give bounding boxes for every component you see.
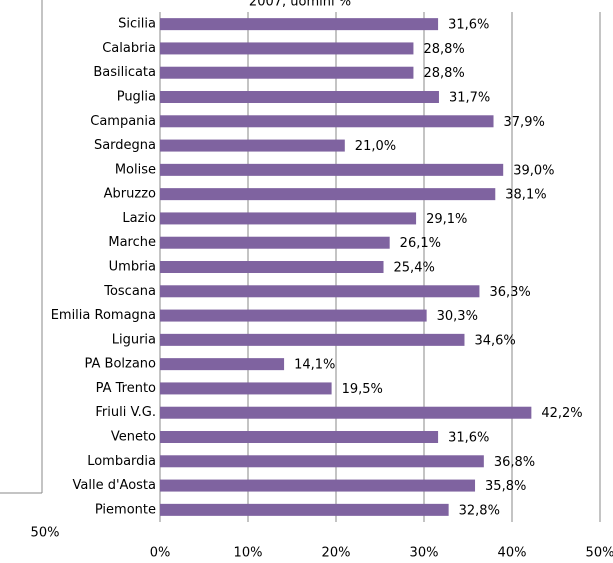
data-label: 19,5% [342,382,383,397]
bar [160,139,345,152]
y-tick-label: Basilicata [93,65,156,80]
bar [160,382,332,395]
y-tick-label: Veneto [111,430,156,445]
data-label: 39,0% [513,163,554,178]
data-label: 42,2% [541,406,582,421]
data-label: 14,1% [294,358,335,373]
y-tick-label: Piemonte [95,502,156,517]
y-tick-label: Liguria [112,332,156,347]
bar [160,236,390,249]
y-tick-label: Lazio [122,211,156,226]
data-label: 31,6% [448,18,489,33]
x-tick-label: 10% [234,546,263,561]
bar [160,66,414,79]
bar [160,115,494,128]
data-label: 28,8% [423,42,464,57]
y-tick-label: Lombardia [87,454,156,469]
bar [160,406,532,419]
data-label: 36,8% [494,455,535,470]
data-label: 28,8% [423,66,464,81]
x-tick-label: 50% [586,546,613,561]
x-tick-label: 0% [150,546,171,561]
data-label: 25,4% [394,261,435,276]
bar [160,285,480,298]
bar [160,42,414,55]
chart-title: 2007, uomini % [249,0,351,10]
bar [160,212,417,225]
bar [160,261,384,273]
bar [160,333,465,346]
y-tick-label: Puglia [117,90,156,105]
data-label: 30,3% [437,309,478,324]
y-tick-label: Friuli V.G. [95,405,156,420]
bar [160,431,439,443]
y-tick-label: Molise [115,162,156,177]
data-label: 29,1% [426,212,467,227]
data-label: 37,9% [504,115,545,130]
y-tick-label: Campania [90,114,156,129]
data-label: 31,6% [448,431,489,446]
bar [160,309,427,322]
data-label: 32,8% [459,503,500,518]
y-tick-label: Sardegna [94,138,156,153]
y-tick-label: Sicilia [118,17,156,32]
data-label: 35,8% [485,479,526,494]
y-tick-label: Toscana [103,284,156,299]
data-label: 34,6% [474,333,515,348]
y-tick-label: Abruzzo [104,187,156,202]
data-label: 21,0% [355,139,396,154]
bar [160,479,476,492]
data-label: 31,7% [449,91,490,106]
bar [160,503,449,516]
y-tick-label: Umbria [109,260,156,275]
data-label: 38,1% [505,188,546,203]
y-tick-label: Calabria [102,41,156,56]
x-tick-label: 30% [410,546,439,561]
y-tick-label: Emilia Romagna [51,308,156,323]
y-tick-label: Valle d'Aosta [73,478,156,493]
stray-label: 50% [31,526,60,541]
bar [160,18,439,31]
bar [160,91,439,103]
bar [160,455,484,468]
data-label: 26,1% [400,236,441,251]
bar [160,163,504,176]
bar [160,358,285,371]
x-tick-label: 20% [322,546,351,561]
x-tick-label: 40% [498,546,527,561]
data-label: 36,3% [489,285,530,300]
y-tick-label: PA Trento [96,381,156,396]
bar [160,188,496,201]
y-tick-label: Marche [108,235,156,250]
y-tick-label: PA Bolzano [85,357,157,372]
